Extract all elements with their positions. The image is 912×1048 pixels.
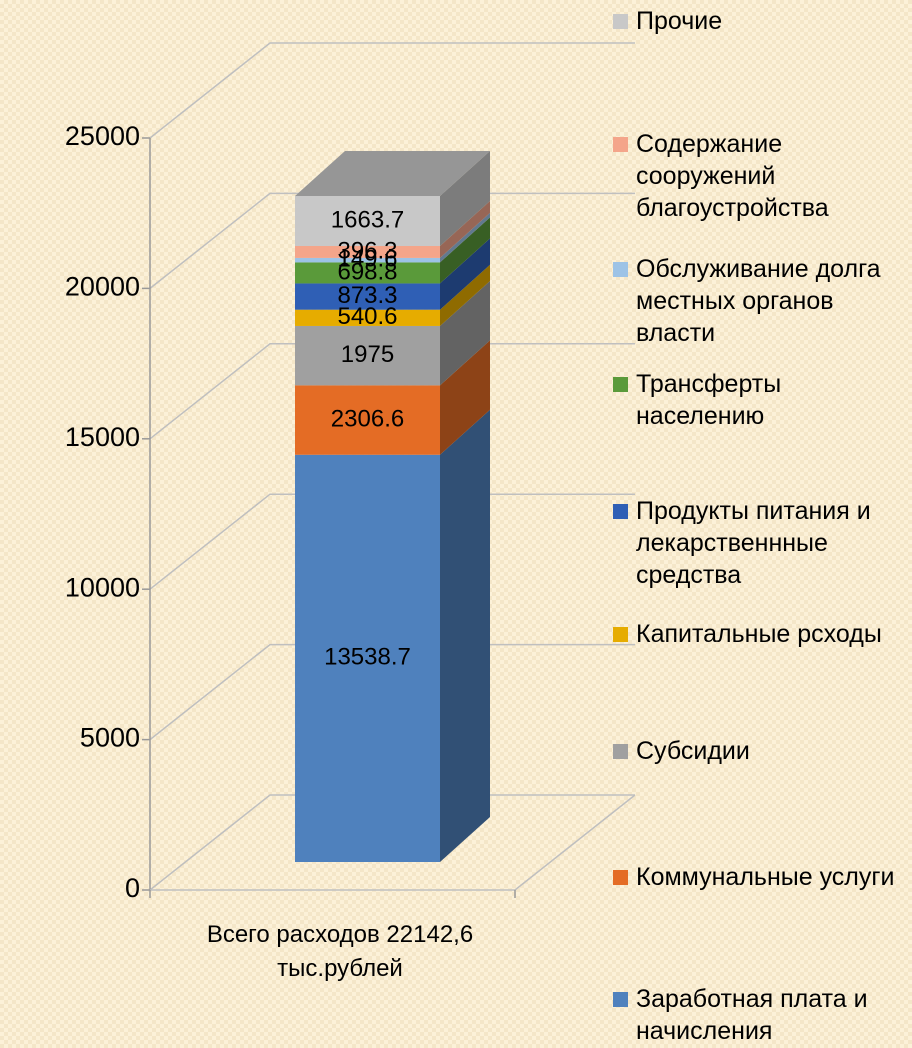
legend-swatch — [613, 377, 628, 392]
value-label: 1663.7 — [331, 206, 404, 233]
legend-label: Субсидии — [636, 737, 750, 765]
grid-line — [149, 343, 635, 440]
bar-side — [440, 238, 490, 310]
value-label: 540.6 — [337, 303, 397, 330]
grid-line — [149, 42, 635, 139]
value-label: 2306.6 — [331, 405, 404, 432]
legend-label: Коммунальные услуги — [636, 863, 895, 891]
grid-line — [149, 192, 635, 289]
bar-segment — [295, 454, 440, 862]
legend-swatch — [613, 870, 628, 885]
value-label: 149.6 — [337, 246, 397, 273]
value-label: 873.3 — [337, 282, 397, 309]
bar-segment — [295, 245, 440, 258]
legend-swatch — [613, 744, 628, 759]
bar-segment — [295, 385, 440, 455]
grid-line — [149, 643, 635, 741]
legend-label: Продукты питания и лекарственнные средст… — [636, 497, 871, 589]
bar-side — [440, 340, 490, 455]
y-tick-label: 5000 — [80, 723, 140, 753]
bar-side — [440, 409, 490, 862]
value-label: 698.8 — [337, 258, 397, 285]
x-tick-label: Всего расходов 22142,6 тыс.рублей — [206, 921, 474, 982]
bar-segment — [295, 257, 440, 263]
grid-line — [149, 794, 635, 891]
legend-swatch — [613, 262, 628, 277]
legend-swatch — [613, 627, 628, 642]
y-tick-label: 10000 — [65, 572, 140, 602]
legend-swatch — [613, 504, 628, 519]
legend-label: Прочие — [636, 7, 723, 35]
bar-side — [440, 264, 490, 326]
y-tick-label: 0 — [125, 873, 140, 903]
legend-swatch — [613, 992, 628, 1007]
bar-segment — [295, 262, 440, 284]
legend-swatch — [613, 14, 628, 29]
legend-label: Заработная плата и начисления — [636, 985, 868, 1045]
bar-top — [295, 150, 490, 196]
legend-label: Трансферты населению — [636, 370, 782, 430]
legend-swatch — [613, 137, 628, 152]
y-tick-label: 20000 — [65, 272, 140, 302]
grid-line — [149, 493, 635, 590]
legend-label: Содержание сооружений благоустройства — [636, 130, 829, 222]
legend-label: Капитальные рсходы — [636, 620, 882, 648]
y-tick-label: 15000 — [65, 422, 140, 452]
bar-segment — [295, 195, 440, 246]
bar-segment — [295, 283, 440, 310]
y-tick-label: 25000 — [65, 121, 140, 151]
bar-side — [440, 212, 490, 263]
bar-side — [440, 280, 490, 386]
bar-side — [440, 217, 490, 284]
bar-side — [440, 200, 490, 258]
bar-segment — [295, 325, 440, 386]
bar-segment — [295, 309, 440, 326]
bar-side — [440, 150, 490, 246]
value-label: 13538.7 — [324, 644, 411, 671]
value-label: 396.3 — [337, 237, 397, 264]
legend-label: Обслуживание долга местных органов власт… — [636, 255, 881, 347]
value-label: 1975 — [341, 341, 394, 368]
